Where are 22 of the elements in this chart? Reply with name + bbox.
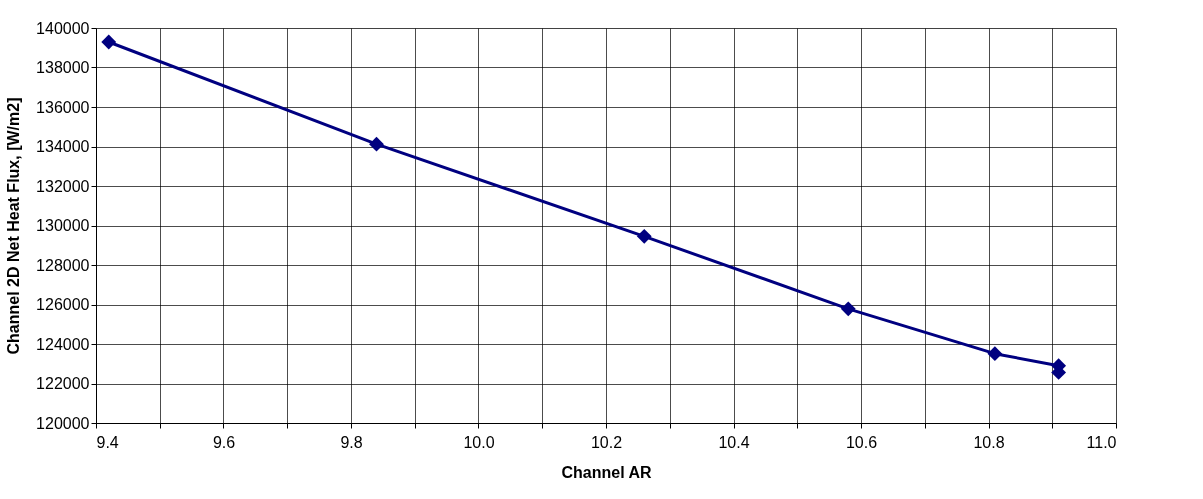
y-tick-label: 126000	[36, 296, 90, 313]
y-tick-label: 138000	[36, 59, 90, 76]
y-tick-label: 134000	[36, 138, 90, 155]
x-tick-label: 9.8	[340, 433, 363, 451]
y-tick-label: 140000	[36, 19, 90, 37]
y-tick-label: 120000	[36, 414, 90, 432]
x-tick-label: 10.2	[590, 433, 623, 451]
x-tick-label: 9.6	[212, 433, 236, 451]
y-tick-label: 124000	[36, 335, 90, 353]
x-tick-label: 10.8	[973, 433, 1005, 451]
x-tick-label: 10.0	[463, 433, 495, 451]
y-tick-label: 122000	[36, 375, 90, 392]
y-axis-title: Channel 2D Net Heat Flux, [W/m2]	[5, 97, 23, 355]
y-tick-label: 130000	[36, 217, 90, 234]
x-tick-label: 9.4	[96, 433, 119, 451]
x-tick-label: 10.4	[718, 433, 750, 451]
x-tick-label: 11.0	[1086, 433, 1117, 451]
x-tick-label: 10.6	[845, 433, 878, 451]
y-tick-label: 128000	[36, 256, 90, 274]
x-axis-title: Channel AR	[561, 463, 652, 481]
y-tick-label: 132000	[36, 177, 90, 195]
y-tick-label: 136000	[36, 98, 90, 116]
